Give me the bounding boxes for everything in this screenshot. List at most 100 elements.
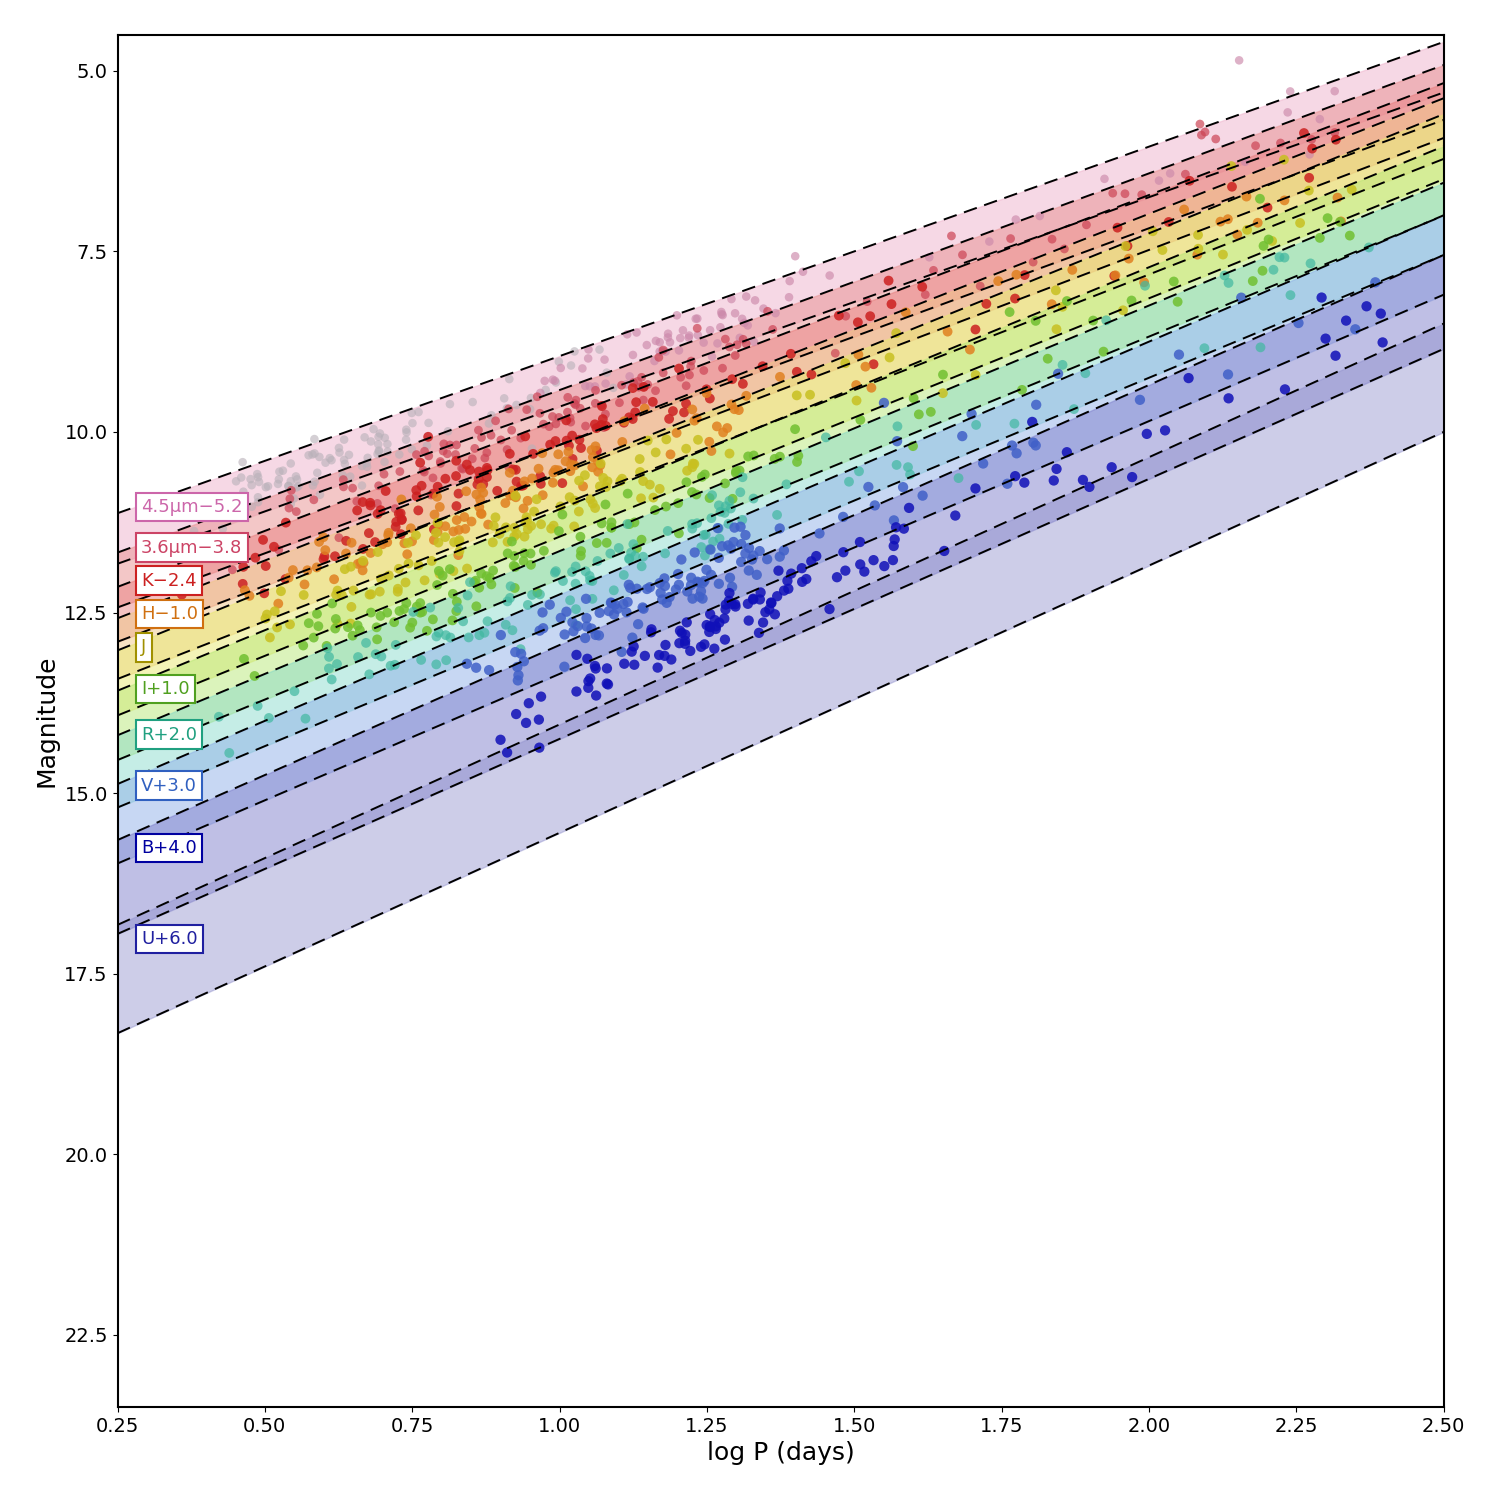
Point	[333, 452, 357, 476]
Point	[366, 442, 390, 466]
Point	[478, 423, 502, 447]
Point	[591, 406, 615, 430]
Point	[231, 572, 255, 596]
Point	[484, 478, 508, 502]
Point	[765, 584, 789, 608]
Point	[231, 450, 255, 474]
Point	[542, 368, 566, 392]
Point	[668, 339, 692, 363]
Point	[910, 274, 934, 298]
Point	[501, 478, 525, 502]
Point	[396, 531, 420, 555]
Point	[646, 644, 670, 668]
Point	[741, 543, 765, 567]
Point	[358, 542, 382, 566]
Point	[558, 484, 582, 508]
Point	[356, 446, 380, 470]
Point	[413, 460, 436, 484]
Point	[680, 566, 703, 590]
Point	[699, 506, 723, 530]
Point	[369, 567, 393, 591]
Point	[652, 574, 676, 598]
Point	[542, 460, 566, 484]
Point	[278, 488, 302, 512]
Point	[427, 495, 451, 519]
Point	[500, 419, 523, 442]
Point	[684, 406, 708, 430]
Text: I+1.0: I+1.0	[141, 680, 189, 698]
Point	[825, 566, 849, 590]
Point	[723, 344, 747, 368]
Point	[686, 512, 709, 536]
Point	[433, 648, 457, 672]
Point	[1275, 100, 1299, 124]
Point	[441, 582, 465, 606]
Point	[688, 579, 712, 603]
Point	[1186, 237, 1210, 261]
Point	[894, 300, 918, 324]
Point	[384, 510, 408, 534]
Point	[686, 427, 709, 451]
Point	[376, 520, 400, 544]
Point	[632, 470, 656, 494]
Point	[503, 516, 526, 540]
Point	[316, 657, 340, 681]
Point	[393, 570, 417, 594]
Point	[594, 402, 618, 426]
Point	[621, 634, 645, 658]
Point	[722, 530, 746, 554]
Point	[330, 584, 354, 608]
Point	[678, 363, 702, 387]
Point	[346, 645, 370, 669]
Point	[279, 492, 303, 516]
Point	[616, 405, 640, 429]
Point	[435, 441, 459, 465]
Point	[368, 438, 392, 462]
Point	[564, 614, 588, 638]
Text: 4.5μm−5.2: 4.5μm−5.2	[141, 498, 243, 516]
Point	[284, 465, 308, 489]
Point	[640, 390, 664, 414]
Point	[762, 447, 786, 471]
Point	[742, 288, 766, 312]
Point	[616, 573, 640, 597]
Point	[348, 618, 372, 642]
Point	[433, 525, 457, 549]
Point	[642, 350, 666, 374]
Point	[446, 590, 470, 613]
Point	[710, 300, 734, 324]
Point	[1023, 309, 1047, 333]
Point	[1256, 195, 1280, 219]
Point	[609, 640, 633, 664]
Point	[646, 345, 670, 369]
Point	[831, 540, 855, 564]
Point	[1101, 182, 1125, 206]
Point	[446, 596, 470, 619]
Point	[675, 470, 699, 494]
Point	[417, 411, 441, 435]
Point	[554, 450, 578, 474]
Point	[525, 488, 549, 512]
Point	[438, 626, 462, 650]
Point	[680, 350, 703, 374]
Point	[580, 492, 604, 516]
Point	[518, 692, 542, 715]
Point	[1316, 206, 1340, 230]
Point	[718, 566, 742, 590]
Point	[336, 615, 360, 639]
Point	[692, 572, 715, 596]
Point	[555, 429, 579, 453]
Point	[692, 330, 715, 354]
Point	[1326, 186, 1350, 210]
Point	[693, 568, 717, 592]
Point	[441, 560, 465, 584]
Point	[846, 310, 870, 334]
Point	[1370, 302, 1394, 326]
Point	[272, 459, 296, 483]
Point	[638, 576, 662, 600]
Point	[466, 466, 490, 490]
Point	[717, 512, 741, 536]
Point	[1324, 128, 1348, 152]
Point	[718, 496, 742, 520]
Point	[416, 433, 440, 457]
